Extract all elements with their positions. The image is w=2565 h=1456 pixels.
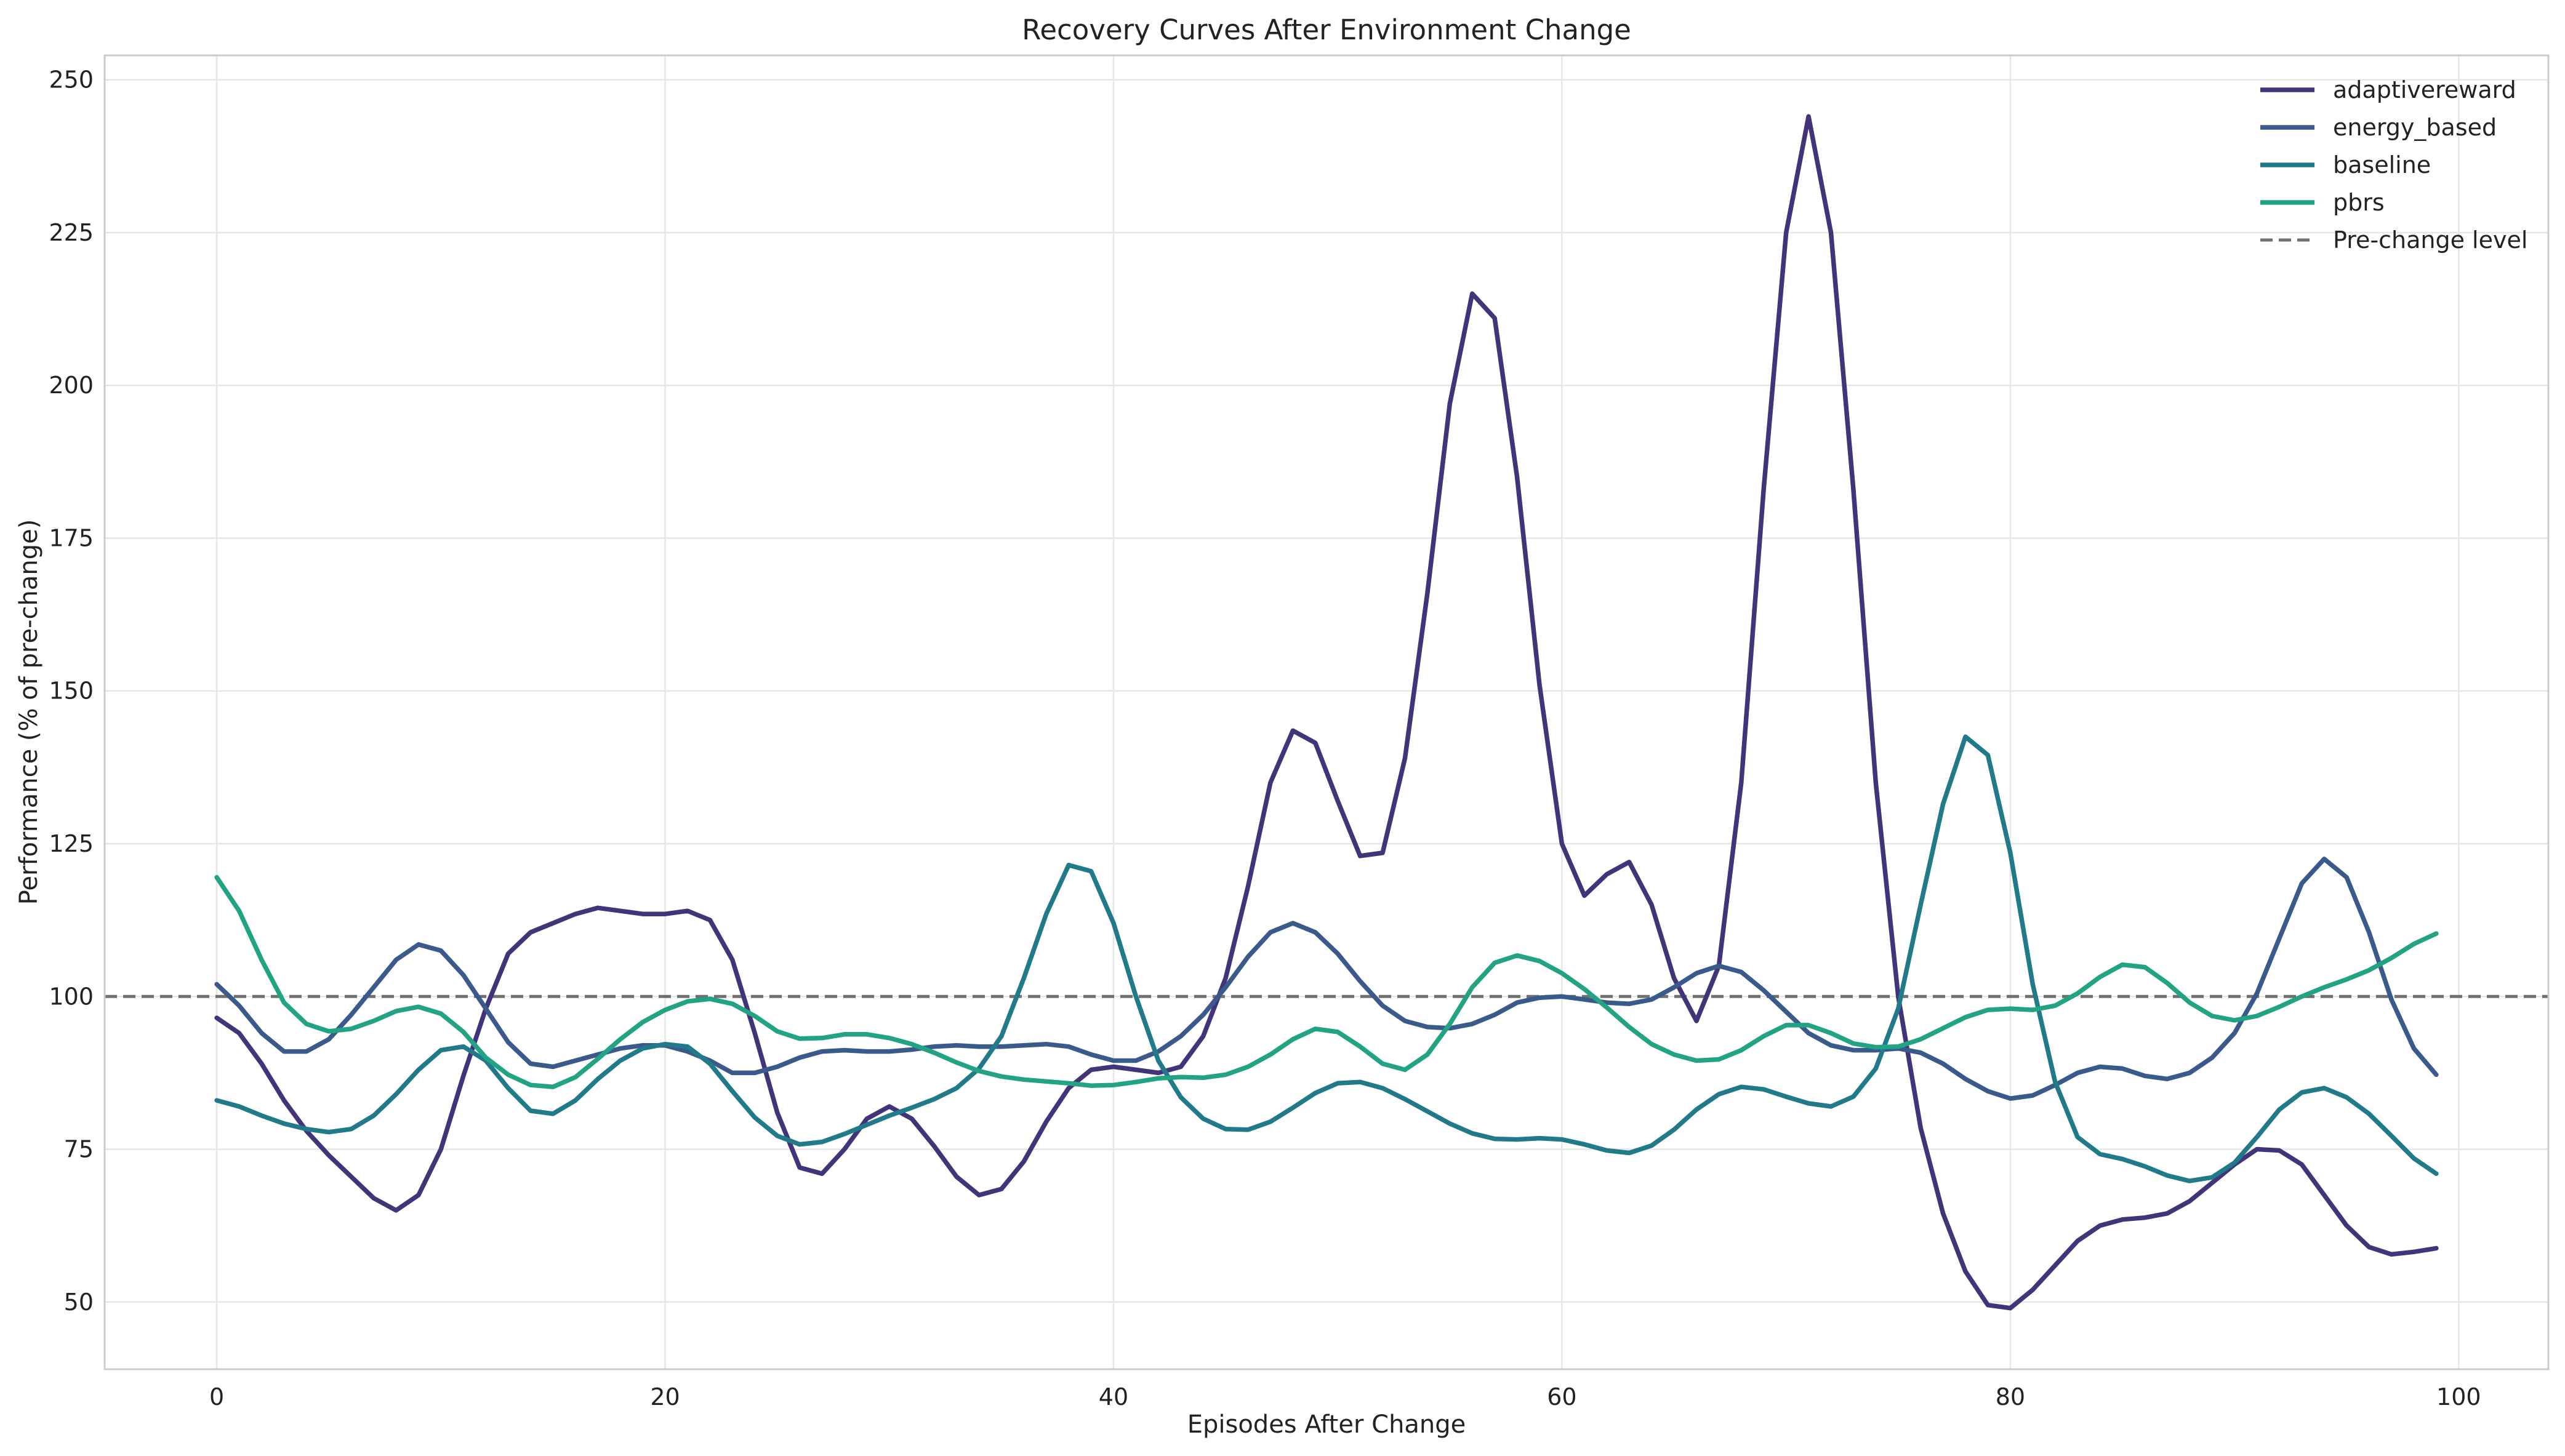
legend-label: pbrs [2333,189,2385,216]
series-line-baseline [214,734,2439,1183]
x-tick-label: 60 [1547,1383,1576,1410]
legend-label: adaptivereward [2333,76,2516,103]
x-tick-label: 100 [2436,1383,2481,1410]
x-axis-label: Episodes After Change [1187,1410,1466,1439]
y-tick-labels: 50 75 100 125 150 175 200 225 250 [49,66,94,1316]
legend-label: baseline [2333,151,2431,178]
y-tick-label: 50 [64,1289,94,1316]
y-tick-label: 100 [49,983,94,1010]
x-tick-label: 20 [650,1383,680,1410]
x-tick-labels: 0 20 40 60 80 100 [209,1383,2481,1410]
y-axis-label: Performance (% of pre-change) [15,519,43,905]
y-tick-label: 225 [49,219,94,246]
series-line-adaptivereward [214,114,2439,1311]
legend: adaptivereward energy_based baseline pbrs Pr… [2260,76,2527,254]
x-tick-label: 0 [209,1383,224,1410]
series-line-energy-based [214,857,2439,1101]
series-line-pbrs [214,874,2439,1089]
legend-label: Pre-change level [2333,226,2527,254]
x-tick-label: 80 [1996,1383,2025,1410]
y-tick-label: 250 [49,66,94,94]
series-layer [214,114,2439,1311]
y-tick-label: 125 [49,830,94,857]
y-tick-label: 75 [64,1136,94,1163]
plot-frame [103,54,2550,1370]
x-tick-label: 40 [1099,1383,1128,1410]
y-tick-label: 150 [49,678,94,705]
grid [105,55,2548,1369]
chart-title: Recovery Curves After Environment Change [1022,14,1631,46]
legend-label: energy_based [2333,114,2497,141]
y-tick-label: 200 [49,372,94,399]
y-tick-label: 175 [49,524,94,551]
